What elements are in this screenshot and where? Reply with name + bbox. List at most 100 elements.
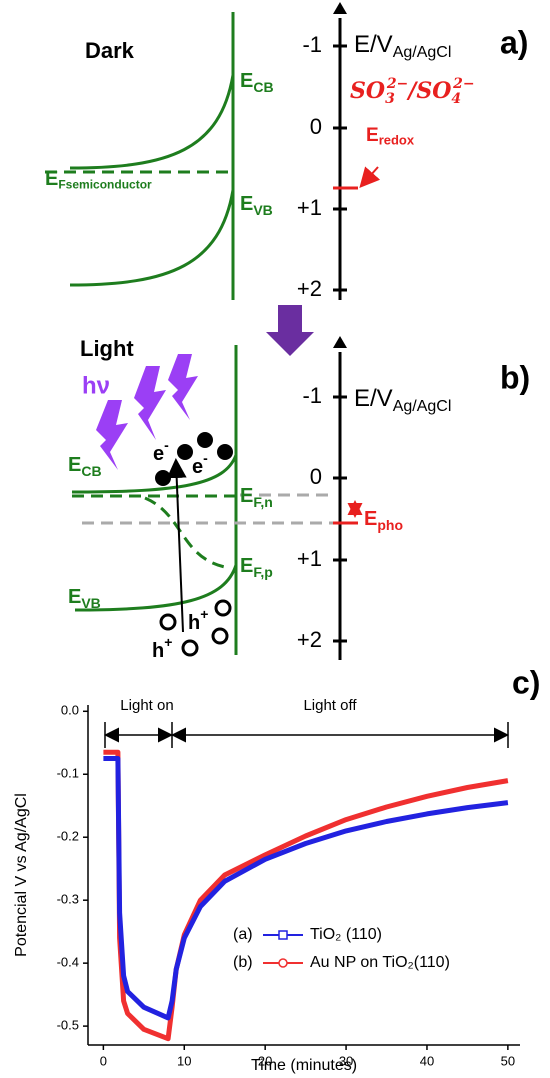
- label-main: E: [364, 508, 377, 530]
- label-sub: redox: [379, 133, 415, 148]
- series-line: [103, 756, 509, 1021]
- label-main: E: [366, 125, 379, 146]
- label: +2: [297, 276, 322, 301]
- label-main: e: [192, 456, 203, 478]
- label-main: E: [68, 586, 81, 608]
- legend-prefix: (b): [233, 954, 253, 971]
- hole: [159, 613, 177, 631]
- label: -1: [302, 32, 322, 57]
- label-sub: F,p: [253, 564, 272, 580]
- label-main: e: [153, 443, 164, 465]
- label: h+: [188, 606, 208, 635]
- label-sup: +: [164, 634, 172, 650]
- x-tick-label: 40: [420, 1053, 434, 1068]
- axis-arrow: [333, 336, 347, 348]
- y-tick-label: -0.4: [57, 955, 79, 970]
- label: +2: [297, 627, 322, 652]
- label: EFsemiconductor: [45, 168, 152, 191]
- label: EVB: [68, 586, 101, 610]
- series-line: [103, 749, 509, 1042]
- electron: [155, 470, 171, 486]
- label-main: E/V: [354, 31, 393, 58]
- electron: [217, 444, 233, 460]
- legend-prefix: (a): [233, 926, 253, 943]
- legend-marker: [278, 958, 288, 968]
- dynamic: Dark a)E/VAg/AgCl-10+1+2ECBEVBEFsemicondu…: [13, 24, 540, 1074]
- y-tick-label: -0.5: [57, 1018, 79, 1033]
- part: 3: [385, 91, 395, 107]
- label: hν: [82, 372, 110, 399]
- x-tick-label: 10: [177, 1053, 191, 1068]
- label-main: h: [188, 612, 200, 634]
- transition-arrow: [266, 305, 314, 356]
- label-main: E: [45, 168, 58, 190]
- label: Light off: [303, 697, 357, 714]
- label-main: E: [240, 485, 253, 507]
- label: e-: [153, 437, 169, 466]
- label-main: E/V: [354, 385, 393, 412]
- label-main: h: [152, 640, 164, 662]
- label: Dark: [85, 38, 135, 63]
- part: SO: [416, 78, 451, 104]
- axis-arrow: [333, 2, 347, 14]
- x-tick-label: 20: [258, 1053, 272, 1068]
- label: 0: [310, 114, 322, 139]
- cb-band: [69, 74, 235, 170]
- label-sub: F,n: [253, 494, 272, 510]
- label-sub: Fsemiconductor: [58, 178, 152, 192]
- label: ECB: [240, 70, 274, 94]
- photon-bolt: [134, 366, 166, 440]
- label-sub: VB: [253, 202, 272, 218]
- label-sup: -: [164, 437, 169, 453]
- electron: [197, 432, 213, 448]
- label: +1: [297, 546, 322, 571]
- label-main: E: [240, 70, 253, 92]
- legend-marker: [278, 930, 288, 940]
- cb-band: [71, 454, 238, 494]
- label-main: E: [240, 193, 253, 215]
- label: ECB: [68, 454, 102, 478]
- label-sub: CB: [81, 463, 101, 479]
- x-tick-label: 50: [501, 1053, 515, 1068]
- y-tick-label: -0.1: [57, 766, 79, 781]
- label: EVB: [240, 193, 273, 217]
- part: 2−: [452, 76, 474, 92]
- redox-couple: SO32−/SO42−: [350, 76, 475, 107]
- x-tick-label: 30: [339, 1053, 353, 1068]
- y-tick-label: 0.0: [61, 703, 79, 718]
- y-tick-label: -0.2: [57, 829, 79, 844]
- photon-bolt: [96, 400, 128, 470]
- part: /: [406, 78, 418, 104]
- label: E/VAg/AgCl: [354, 31, 451, 61]
- label-sub: CB: [253, 79, 273, 95]
- label-main: E: [68, 454, 81, 476]
- label: Light on: [120, 697, 173, 714]
- label: +1: [297, 195, 322, 220]
- hole: [211, 627, 229, 645]
- label: -1: [302, 383, 322, 408]
- redox-pointer: [359, 166, 381, 188]
- label: e-: [192, 450, 208, 479]
- hole: [181, 639, 199, 657]
- label: EF,p: [240, 555, 273, 579]
- label-sub: VB: [81, 595, 100, 611]
- label: c): [512, 664, 540, 700]
- part: 4: [451, 91, 461, 107]
- label-main: E: [240, 555, 253, 577]
- part: 2−: [386, 76, 408, 92]
- label: 0: [310, 464, 322, 489]
- light-markers: [104, 722, 509, 748]
- label-sub: Ag/AgCl: [393, 398, 452, 415]
- panel-a: [45, 2, 381, 300]
- legend-label: Au NP on TiO₂(110): [310, 954, 450, 971]
- y-tick-label: -0.3: [57, 892, 79, 907]
- label: Epho: [364, 508, 403, 532]
- excitation-arrow: [166, 458, 187, 633]
- label-sup: +: [200, 606, 208, 622]
- x-tick-label: 0: [100, 1053, 107, 1068]
- part: SO: [350, 78, 385, 104]
- y-axis-title: Potencial V vs Ag/AgCl: [13, 793, 30, 957]
- vb-band: [74, 564, 238, 612]
- x-axis-title: Time (minutes): [251, 1057, 357, 1074]
